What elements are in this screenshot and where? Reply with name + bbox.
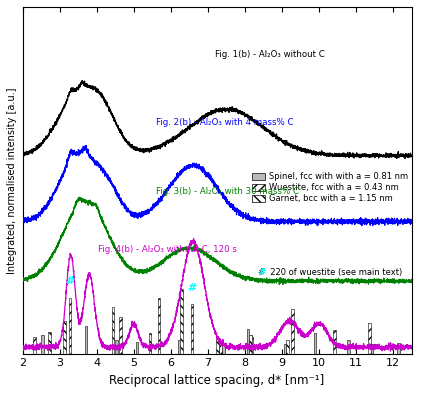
Bar [148,333,151,354]
Bar [119,317,122,354]
Bar [190,304,193,354]
Text: Fig. 3(b) - Al₂O₃ with 30 mass% C: Fig. 3(b) - Al₂O₃ with 30 mass% C [156,188,298,196]
X-axis label: Reciprocal lattice spacing, d* [nm⁻¹]: Reciprocal lattice spacing, d* [nm⁻¹] [109,374,324,387]
Text: #: # [258,268,265,277]
Text: #: # [65,276,74,286]
Bar [115,340,118,354]
Bar [111,307,114,354]
Text: Fig. 2(b) - Al₂O₃ with 4 mass% C: Fig. 2(b) - Al₂O₃ with 4 mass% C [156,118,293,127]
Legend: Spinel, fcc with with a = 0.81 nm, Wuestite, fcc with a = 0.43 nm, Garnet, bcc w: Spinel, fcc with with a = 0.81 nm, Wuest… [248,169,411,207]
Bar [396,343,399,354]
Bar [68,297,71,354]
Bar [41,335,44,354]
Bar [347,340,349,354]
Bar [63,321,66,354]
Text: Fig. 4(b) - Al₂O₃ without C, 120 s: Fig. 4(b) - Al₂O₃ without C, 120 s [98,245,237,254]
Text: #  220 of wuestite (see main text): # 220 of wuestite (see main text) [258,268,401,277]
Bar [157,297,160,354]
Bar [332,330,335,354]
Bar [179,289,182,354]
Bar [290,309,293,354]
Bar [135,342,138,354]
Bar [219,340,222,354]
Bar [248,335,251,354]
Bar [48,332,51,354]
Bar [215,338,218,354]
Bar [33,337,36,354]
Bar [285,340,288,354]
Bar [369,344,372,354]
Bar [283,344,286,354]
Bar [250,337,252,354]
Bar [178,340,181,354]
Bar [84,325,87,354]
Text: Fig. 1(b) - Al₂O₃ without C: Fig. 1(b) - Al₂O₃ without C [215,50,324,59]
Text: #: # [187,282,196,293]
Bar [367,323,370,354]
Y-axis label: Integrated, normalised intensity [a.u.]: Integrated, normalised intensity [a.u.] [7,87,17,273]
Bar [313,333,316,354]
Bar [246,329,249,354]
Bar [221,343,224,354]
